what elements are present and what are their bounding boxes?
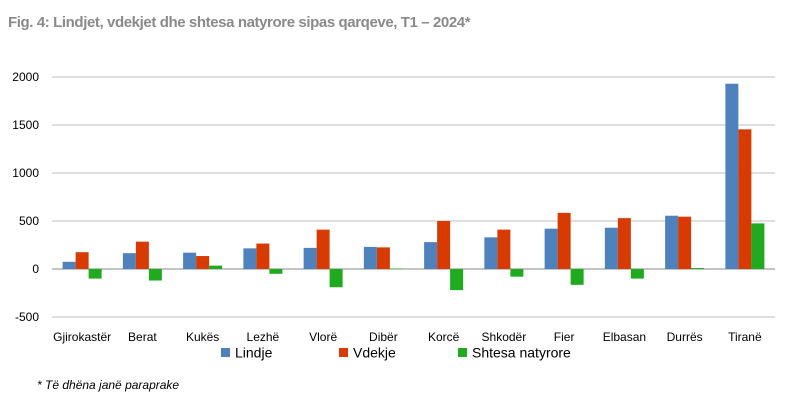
bar-lindje xyxy=(725,83,739,269)
legend: Lindje Vdekje Shtesa natyrore xyxy=(221,345,571,361)
bar-vdekje xyxy=(678,216,692,269)
bars-layer xyxy=(62,83,765,291)
bar-lindje xyxy=(484,237,498,269)
legend-item: Lindje xyxy=(221,345,273,361)
legend-swatch xyxy=(339,348,348,357)
bar-shtesa xyxy=(148,269,162,281)
x-tick-label: Fier xyxy=(554,330,575,344)
bar-shtesa xyxy=(691,268,705,269)
bar-vdekje xyxy=(738,129,752,269)
bar-shtesa xyxy=(751,223,765,269)
y-axis-ticks: -500 0 500 1000 1500 2000 xyxy=(12,70,39,324)
x-tick-label: Dibër xyxy=(369,330,398,344)
bar-lindje xyxy=(122,253,136,269)
bar-lindje xyxy=(544,228,558,269)
x-tick-label: Kukës xyxy=(186,330,219,344)
bar-shtesa xyxy=(329,269,343,288)
bar-vdekje xyxy=(316,229,330,269)
bar-vdekje xyxy=(437,221,451,269)
bar-lindje xyxy=(424,242,438,269)
y-tick-label: 1500 xyxy=(12,118,39,132)
bar-vdekje xyxy=(256,243,270,269)
bar-lindje xyxy=(183,252,197,269)
bar-lindje xyxy=(62,261,76,269)
grid-layer xyxy=(52,76,775,318)
bar-vdekje xyxy=(497,229,511,269)
y-tick-label: 500 xyxy=(19,214,39,228)
bar-vdekje xyxy=(135,241,149,269)
x-tick-label: Durrës xyxy=(667,330,703,344)
legend-label: Shtesa natyrore xyxy=(472,345,571,361)
footnote: * Të dhëna janë paraprake xyxy=(37,378,180,392)
x-tick-label: Korcë xyxy=(428,330,460,344)
x-tick-label: Berat xyxy=(128,330,157,344)
chart-title: Fig. 4: Lindjet, vdekjet dhe shtesa naty… xyxy=(8,14,471,31)
x-tick-label: Vlorë xyxy=(309,330,337,344)
y-tick-label: 0 xyxy=(32,262,39,276)
bar-shtesa xyxy=(570,269,584,285)
legend-item: Shtesa natyrore xyxy=(458,345,571,361)
legend-swatch xyxy=(458,348,467,357)
bar-lindje xyxy=(363,246,377,269)
bar-shtesa xyxy=(389,268,403,270)
bar-shtesa xyxy=(630,269,644,279)
bar-shtesa xyxy=(269,269,283,274)
y-tick-label: 2000 xyxy=(12,70,39,84)
bar-vdekje xyxy=(617,218,631,269)
x-tick-label: Gjirokastër xyxy=(53,330,111,344)
y-tick-label: 1000 xyxy=(12,166,39,180)
x-tick-label: Tiranë xyxy=(728,330,762,344)
bar-lindje xyxy=(303,247,317,269)
bar-vdekje xyxy=(196,256,210,269)
bar-lindje xyxy=(604,227,618,269)
bar-shtesa xyxy=(510,269,524,277)
x-axis-ticks: Gjirokastër Berat Kukës Lezhë Vlorë Dibër Korc… xyxy=(53,330,762,344)
bar-lindje xyxy=(665,215,679,269)
x-tick-label: Shkodër xyxy=(482,330,527,344)
y-tick-label: -500 xyxy=(15,310,39,324)
legend-label: Lindje xyxy=(235,345,273,361)
x-tick-label: Lezhë xyxy=(247,330,280,344)
bar-vdekje xyxy=(75,252,89,269)
bar-vdekje xyxy=(376,247,390,269)
legend-item: Vdekje xyxy=(339,345,396,361)
bar-shtesa xyxy=(209,265,223,269)
legend-swatch xyxy=(221,348,230,357)
bar-shtesa xyxy=(450,269,464,291)
x-tick-label: Elbasan xyxy=(603,330,646,344)
bar-lindje xyxy=(243,248,257,269)
legend-label: Vdekje xyxy=(353,345,396,361)
bar-vdekje xyxy=(557,212,571,269)
bar-shtesa xyxy=(88,269,102,279)
